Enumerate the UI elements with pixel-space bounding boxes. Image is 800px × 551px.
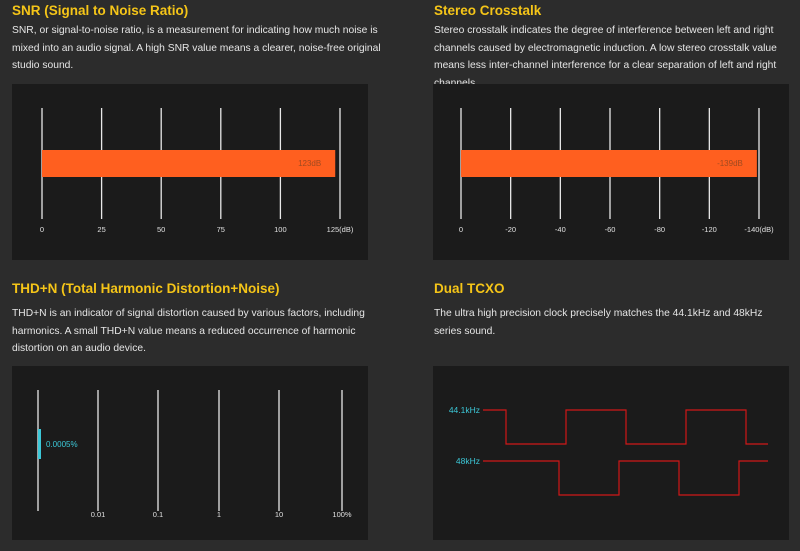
tcxo-chart: 44.1kHz 48kHz [433,366,789,540]
snr-tick-label: 75 [217,225,225,234]
wave-44k-line [483,409,768,445]
crosstalk-chart-svg: 0 -20 -40 -60 -80 -120 -140(dB) -139dB [459,108,774,234]
thd-tick-label: 0.01 [91,510,106,519]
snr-value-label: 123dB [298,159,321,168]
thd-title: THD+N (Total Harmonic Distortion+Noise) [12,281,280,296]
snr-chart: 0 25 50 75 100 125(dB) 123dB [12,84,368,260]
crosstalk-description: Stereo crosstalk indicates the degree of… [434,25,777,89]
snr-title: SNR (Signal to Noise Ratio) [12,3,189,18]
thd-chart-svg: 0.01 0.1 1 10 100% 0.0005% [37,390,352,519]
tcxo-title: Dual TCXO [434,281,505,296]
crosstalk-tick-label: -40 [555,225,566,234]
thd-bar [38,429,41,459]
tcxo-chart-svg: 44.1kHz 48kHz [449,405,768,496]
tcxo-description: The ultra high precision clock precisely… [434,308,763,337]
crosstalk-tick-label: -20 [505,225,516,234]
crosstalk-value-label: -139dB [717,159,743,168]
thd-tick-label: 10 [275,510,283,519]
snr-tick-label: 125(dB) [327,225,354,234]
crosstalk-tick-label: -60 [605,225,616,234]
snr-tick-label: 50 [157,225,165,234]
snr-chart-svg: 0 25 50 75 100 125(dB) 123dB [40,108,354,234]
wave-48k-line [483,460,768,496]
snr-tick-label: 100 [274,225,287,234]
crosstalk-bar [461,150,757,177]
crosstalk-tick-label: -80 [654,225,665,234]
snr-bar [42,150,336,177]
thd-tick-label: 0.1 [153,510,163,519]
crosstalk-chart: 0 -20 -40 -60 -80 -120 -140(dB) -139dB [433,84,789,260]
wave-48k-label: 48kHz [456,456,480,466]
thd-value-label: 0.0005% [46,440,78,449]
thd-tick-label: 1 [217,510,221,519]
wave-44k-label: 44.1kHz [449,405,480,415]
snr-tick-label: 0 [40,225,44,234]
snr-tick-label: 25 [97,225,105,234]
crosstalk-title: Stereo Crosstalk [434,3,542,18]
crosstalk-tick-label: 0 [459,225,463,234]
thd-description: THD+N is an indicator of signal distorti… [12,308,365,354]
crosstalk-tick-label: -120 [702,225,717,234]
thd-chart: 0.01 0.1 1 10 100% 0.0005% [12,366,368,540]
thd-tick-label: 100% [332,510,352,519]
crosstalk-tick-label: -140(dB) [744,225,774,234]
snr-description: SNR, or signal-to-noise ratio, is a meas… [12,25,381,71]
